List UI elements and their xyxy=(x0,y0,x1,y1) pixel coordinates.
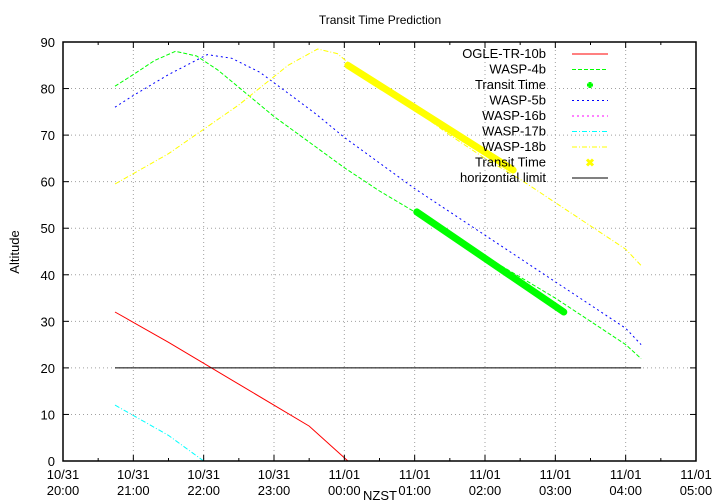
x-tick-time: 00:00 xyxy=(328,483,361,498)
y-tick-label: 80 xyxy=(41,82,55,97)
y-tick-label: 0 xyxy=(48,454,55,469)
series-wasp-4b xyxy=(114,50,642,359)
legend-label-transit-time: Transit Time xyxy=(475,77,546,92)
x-tick-time: 20:00 xyxy=(47,483,80,498)
x-tick-date: 10/31 xyxy=(47,467,80,482)
legend-label-wasp-18b: WASP-18b xyxy=(482,139,546,154)
x-tick-date: 11/01 xyxy=(469,467,501,482)
y-tick-label: 10 xyxy=(41,407,55,422)
y-tick-label: 70 xyxy=(41,128,55,143)
y-tick-label: 60 xyxy=(41,175,55,190)
x-tick-date: 11/01 xyxy=(680,467,712,482)
plot-frame xyxy=(62,41,697,462)
y-axis: 0 10 20 30 40 50 60 70 80 90 xyxy=(41,35,696,469)
series-layer xyxy=(114,48,642,462)
legend-plus-marker-icon xyxy=(587,82,593,88)
legend-label-wasp-17b: WASP-17b xyxy=(482,124,546,139)
y-tick-label: 30 xyxy=(41,314,55,329)
x-axis: 10/3120:0010/3121:0010/3122:0010/3123:00… xyxy=(47,42,713,498)
x-tick-date: 10/31 xyxy=(258,467,291,482)
legend-label-wasp-5b: WASP-5b xyxy=(489,93,546,108)
series-ogle-tr-10b xyxy=(114,311,349,462)
transit-band-wasp-18b xyxy=(344,61,517,174)
x-tick-date: 10/31 xyxy=(187,467,220,482)
series-wasp-17b xyxy=(114,404,204,462)
x-tick-time: 05:00 xyxy=(680,483,713,498)
y-tick-label: 40 xyxy=(41,268,55,283)
x-tick-time: 04:00 xyxy=(609,483,642,498)
x-tick-time: 01:00 xyxy=(398,483,431,498)
legend-label-horizontial-limit: horizontial limit xyxy=(460,170,546,185)
y-tick-label: 20 xyxy=(41,361,55,376)
x-tick-time: 22:00 xyxy=(187,483,220,498)
x-tick-time: 21:00 xyxy=(117,483,150,498)
x-axis-label: NZST xyxy=(363,488,397,503)
y-tick-label: 90 xyxy=(41,35,55,50)
x-tick-date: 11/01 xyxy=(329,467,361,482)
y-tick-label: 50 xyxy=(41,221,55,236)
x-tick-date: 11/01 xyxy=(399,467,431,482)
x-tick-time: 23:00 xyxy=(258,483,291,498)
x-tick-time: 02:00 xyxy=(469,483,502,498)
legend-label-wasp-4b: WASP-4b xyxy=(489,62,546,77)
legend-x-marker-icon xyxy=(585,158,595,167)
transit-band-wasp-4b xyxy=(413,208,568,316)
x-tick-date: 10/31 xyxy=(117,467,150,482)
chart-title: Transit Time Prediction xyxy=(319,13,441,27)
x-tick-date: 11/01 xyxy=(610,467,642,482)
legend-label-wasp-16b: WASP-16b xyxy=(482,108,546,123)
x-tick-time: 03:00 xyxy=(539,483,572,498)
x-tick-date: 11/01 xyxy=(540,467,572,482)
legend-label-transit-time: Transit Time xyxy=(475,155,546,170)
y-axis-label: Altitude xyxy=(7,230,22,273)
series-wasp-5b xyxy=(114,54,642,345)
legend-label-ogle-tr-10b: OGLE-TR-10b xyxy=(462,46,546,61)
grid-lines xyxy=(63,42,696,461)
